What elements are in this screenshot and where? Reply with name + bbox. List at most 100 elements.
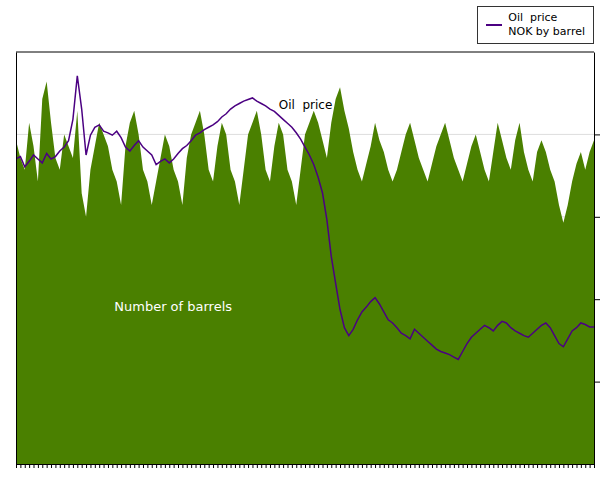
x-tick (270, 464, 271, 468)
x-tick-mark (25, 464, 26, 468)
x-tick (463, 464, 464, 468)
x-tick-mark (590, 464, 591, 468)
x-tick (524, 464, 525, 468)
x-tick (252, 464, 253, 468)
y-axis-line (16, 53, 17, 465)
x-tick (200, 464, 201, 468)
frame-top (16, 52, 594, 53)
x-tick-mark (296, 464, 297, 468)
x-tick (292, 464, 293, 468)
x-tick (139, 464, 140, 468)
x-tick (156, 464, 157, 468)
x-tick (248, 464, 249, 468)
x-tick (239, 464, 240, 468)
x-tick-mark (196, 464, 197, 468)
x-tick (515, 464, 516, 468)
x-tick-mark (406, 464, 407, 468)
x-tick (458, 464, 459, 468)
x-tick-mark (20, 464, 21, 468)
x-tick-mark (270, 464, 271, 468)
x-tick (112, 464, 113, 468)
x-tick (305, 464, 306, 468)
x-tick-mark (397, 464, 398, 468)
x-tick (375, 464, 376, 468)
x-tick-mark (568, 464, 569, 468)
x-tick-mark (86, 464, 87, 468)
x-tick (38, 464, 39, 468)
x-tick (327, 464, 328, 468)
x-tick-mark (204, 464, 205, 468)
x-tick-mark (64, 464, 65, 468)
x-tick-mark (235, 464, 236, 468)
x-tick-mark (104, 464, 105, 468)
x-tick-mark (38, 464, 39, 468)
x-tick-mark (515, 464, 516, 468)
x-tick-mark (287, 464, 288, 468)
x-tick (73, 464, 74, 468)
x-tick-mark (318, 464, 319, 468)
x-tick (42, 464, 43, 468)
x-tick-mark (309, 464, 310, 468)
x-tick-mark (563, 464, 564, 468)
x-tick-mark (90, 464, 91, 468)
x-tick-mark (226, 464, 227, 468)
x-tick-mark (520, 464, 521, 468)
x-tick-mark (489, 464, 490, 468)
x-tick-mark (29, 464, 30, 468)
x-tick-mark (301, 464, 302, 468)
x-axis (17, 464, 595, 468)
x-tick-mark (130, 464, 131, 468)
x-tick-mark (257, 464, 258, 468)
x-tick-mark (209, 464, 210, 468)
x-tick (182, 464, 183, 468)
x-tick-mark (450, 464, 451, 468)
x-tick-mark (366, 464, 367, 468)
marks (16, 76, 594, 464)
x-tick-mark (331, 464, 332, 468)
x-tick (590, 464, 591, 468)
x-tick-mark (108, 464, 109, 468)
x-tick (125, 464, 126, 468)
x-tick-mark (279, 464, 280, 468)
y2-tick (594, 217, 600, 218)
x-tick (82, 464, 83, 468)
x-tick-mark (498, 464, 499, 468)
x-tick (406, 464, 407, 468)
x-tick-mark (117, 464, 118, 468)
x-tick-mark (340, 464, 341, 468)
x-tick (174, 464, 175, 468)
x-tick (362, 464, 363, 468)
x-tick-mark (134, 464, 135, 468)
x-tick (314, 464, 315, 468)
x-tick (309, 464, 310, 468)
area (16, 81, 594, 464)
legend-item: Oil price NOK by barrel (486, 11, 585, 39)
x-tick (108, 464, 109, 468)
x-tick-mark (156, 464, 157, 468)
x-tick (397, 464, 398, 468)
x-tick-mark (169, 464, 170, 468)
x-tick (563, 464, 564, 468)
x-tick-mark (239, 464, 240, 468)
x-tick (217, 464, 218, 468)
x-tick-mark (161, 464, 162, 468)
x-tick-mark (432, 464, 433, 468)
x-tick (336, 464, 337, 468)
x-tick (55, 464, 56, 468)
x-tick-mark (559, 464, 560, 468)
x-tick-mark (388, 464, 389, 468)
y2-tick-mark (594, 217, 600, 218)
x-tick-mark (362, 464, 363, 468)
x-tick-mark (336, 464, 337, 468)
plot: Number of barrelsOil price (16, 52, 600, 468)
x-tick (266, 464, 267, 468)
x-tick-mark (441, 464, 442, 468)
x-tick-mark (95, 464, 96, 468)
x-tick (77, 464, 78, 468)
x-tick (331, 464, 332, 468)
x-tick (537, 464, 538, 468)
x-tick-mark (555, 464, 556, 468)
x-tick (436, 464, 437, 468)
x-tick (546, 464, 547, 468)
x-tick (47, 464, 48, 468)
